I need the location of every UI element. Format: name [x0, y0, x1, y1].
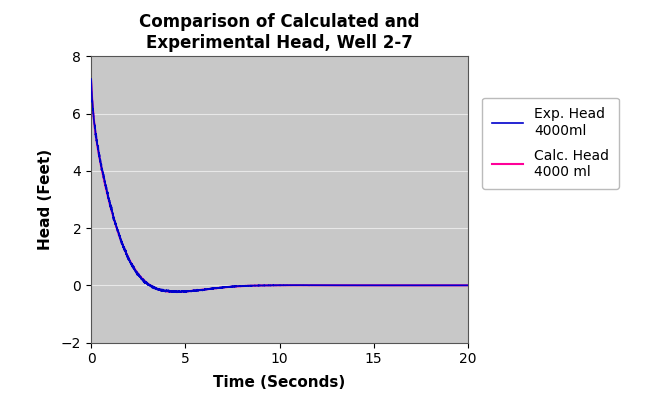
Calc. Head
4000 ml — [153, 286, 161, 291]
Line: Exp. Head
4000ml: Exp. Head 4000ml — [91, 79, 468, 292]
Exp. Head
4000ml — [232, 284, 240, 289]
Calc. Head
4000 ml — [457, 283, 465, 288]
Calc. Head
4000 ml — [248, 283, 256, 288]
Exp. Head
4000ml — [248, 283, 256, 288]
Legend: Exp. Head
4000ml, Calc. Head
4000 ml: Exp. Head 4000ml, Calc. Head 4000 ml — [482, 98, 619, 189]
Exp. Head
4000ml — [464, 283, 472, 288]
Y-axis label: Head (Feet): Head (Feet) — [38, 149, 53, 250]
Calc. Head
4000 ml — [416, 283, 424, 288]
Calc. Head
4000 ml — [464, 283, 472, 288]
Calc. Head
4000 ml — [87, 77, 95, 82]
Exp. Head
4000ml — [130, 266, 138, 271]
Calc. Head
4000 ml — [172, 289, 180, 294]
Exp. Head
4000ml — [87, 77, 95, 82]
Exp. Head
4000ml — [417, 283, 424, 288]
X-axis label: Time (Seconds): Time (Seconds) — [213, 375, 346, 390]
Calc. Head
4000 ml — [232, 284, 240, 289]
Exp. Head
4000ml — [457, 283, 465, 288]
Title: Comparison of Calculated and
Experimental Head, Well 2-7: Comparison of Calculated and Experimenta… — [139, 13, 420, 52]
Line: Calc. Head
4000 ml: Calc. Head 4000 ml — [91, 79, 468, 292]
Exp. Head
4000ml — [173, 290, 181, 295]
Exp. Head
4000ml — [153, 286, 161, 291]
Calc. Head
4000 ml — [130, 266, 138, 270]
Exp. Head
4000ml — [87, 77, 95, 81]
